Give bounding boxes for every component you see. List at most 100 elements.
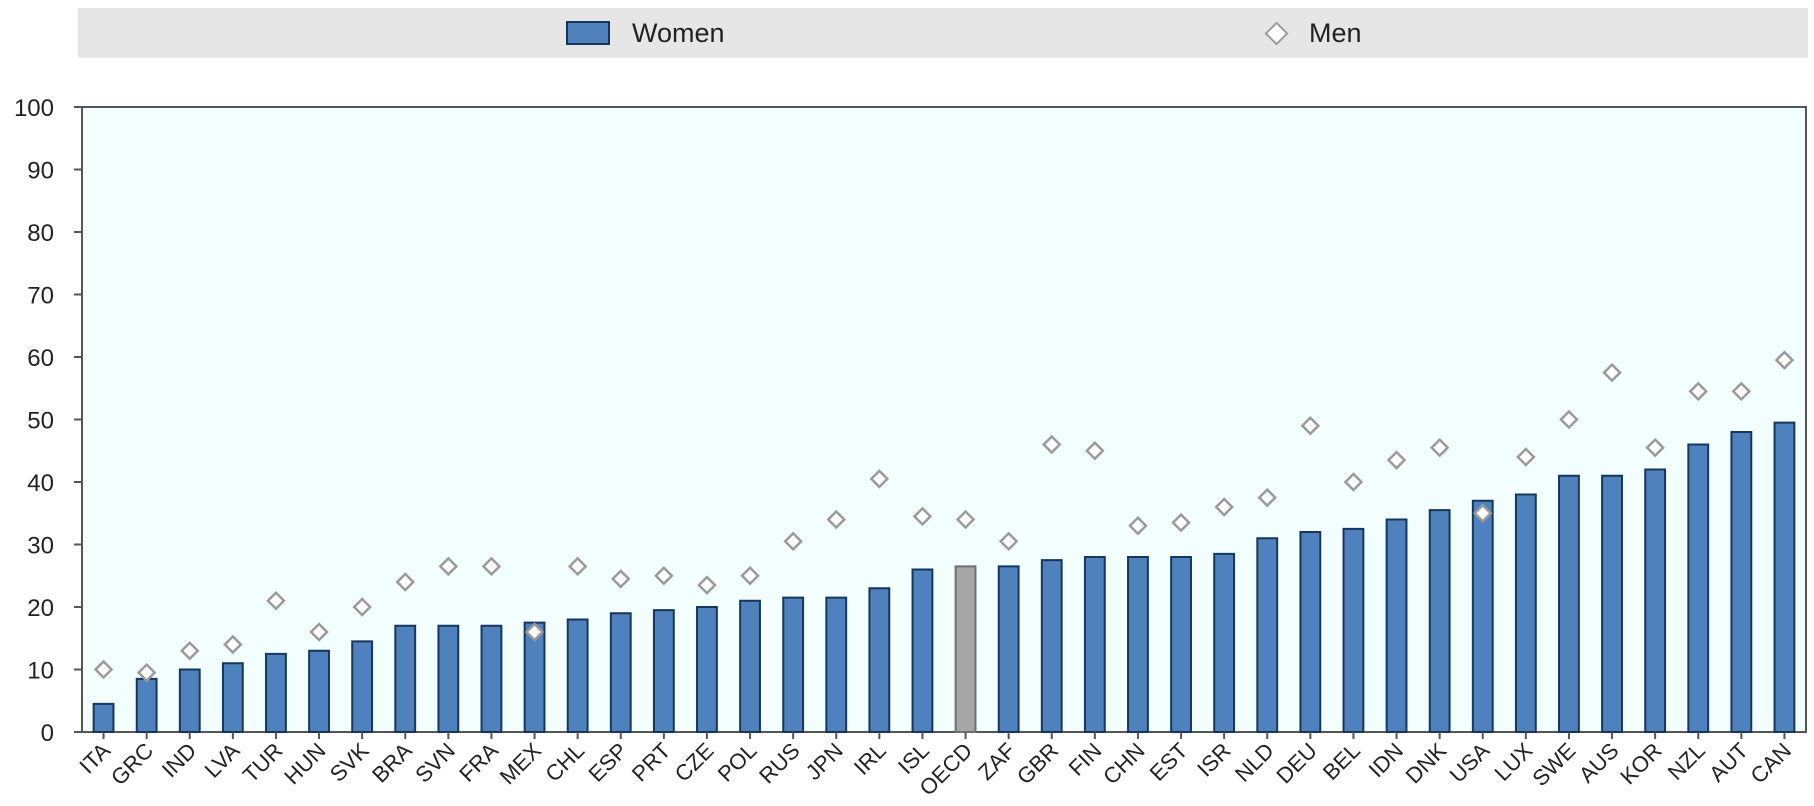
x-tick-label-fra: FRA [454,738,503,787]
marker-men-prt [654,565,674,586]
bar-women-nzl [1687,443,1710,733]
marker-men-ita [93,659,114,680]
x-tick-label-chn: CHN [1098,738,1149,789]
bar-women-aus [1601,474,1623,733]
x-tick-label-usa: USA [1445,738,1495,788]
marker-men-swe [1559,409,1579,430]
x-tick-label-tur: TUR [238,738,288,788]
bar-women-oecd [954,565,977,733]
x-tick-label-can: CAN [1745,738,1796,789]
women-bar-swatch-icon [566,21,610,45]
marker-men-can [1774,350,1795,370]
x-tick-label-idn: IDN [1364,738,1408,782]
bar-women-irl [868,587,891,733]
bar-women-ita [92,702,115,733]
marker-men-grc [136,662,157,683]
bar-women-isl [911,568,934,733]
bar-women-deu [1299,531,1322,733]
bar-women-jpn [825,596,848,733]
marker-men-svn [438,556,459,577]
x-tick-label-gbr: GBR [1012,738,1063,789]
y-tick-label: 30 [27,533,54,560]
marker-men-chn [1128,515,1148,536]
x-tick-label-bra: BRA [367,738,417,788]
bar-women-aut [1730,431,1753,733]
marker-men-jpn [826,509,847,530]
marker-men-lux [1516,447,1536,467]
plot-area [81,106,1807,733]
marker-men-nld [1257,487,1278,508]
marker-men-fin [1085,440,1105,461]
x-tick-label-deu: DEU [1271,738,1322,789]
marker-men-esp [610,569,631,589]
marker-men-isl [912,506,933,527]
x-tick-label-est: EST [1145,738,1193,786]
marker-men-est [1171,512,1191,533]
marker-men-pol [740,565,760,586]
bar-women-cze [696,606,718,733]
bar-women-bra [394,624,417,733]
x-tick-label-aut: AUT [1704,738,1753,787]
bar-women-zaf [997,565,1020,733]
marker-men-usa [1472,503,1493,524]
y-tick-label: 40 [27,470,54,497]
bar-women-fin [1083,556,1106,733]
x-tick-label-swe: SWE [1527,738,1580,791]
x-tick-label-cze: CZE [670,738,719,787]
bar-women-gbr [1040,559,1063,733]
bar-women-can [1773,421,1796,733]
y-tick-label: 20 [27,595,54,622]
x-tick-label-nzl: NZL [1663,738,1710,785]
bar-women-dnk [1428,509,1451,733]
legend-item-women: Women [566,8,725,58]
bar-women-svn [437,624,460,733]
bar-women-est [1170,556,1192,733]
marker-men-zaf [998,531,1019,552]
x-tick-label-zaf: ZAF [973,738,1020,785]
marker-men-idn [1386,450,1407,470]
marker-men-isr [1214,497,1234,517]
bar-women-chn [1127,556,1149,733]
x-tick-label-pol: POL [713,738,762,787]
x-tick-label-bel: BEL [1318,738,1365,785]
marker-men-deu [1300,415,1321,436]
x-tick-label-prt: PRT [627,738,676,787]
bar-women-tur [265,652,287,733]
y-tick-label: 80 [27,220,54,247]
bar-women-ind [178,668,201,733]
bar-women-rus [782,596,805,733]
marker-men-aut [1731,381,1752,402]
bar-women-nld [1256,537,1279,733]
bar-women-swe [1558,474,1580,733]
bar-women-isr [1213,552,1236,733]
bar-women-lux [1514,493,1537,733]
x-tick-label-chl: CHL [540,738,589,787]
x-tick-label-lux: LUX [1489,738,1537,786]
bar-women-kor [1644,468,1667,733]
marker-men-oecd [955,509,976,530]
marker-men-mex [524,622,545,642]
marker-men-aus [1602,362,1622,383]
x-tick-label-esp: ESP [583,738,632,787]
y-tick-label: 50 [27,408,54,435]
bar-women-idn [1385,518,1408,733]
bar-women-chl [566,618,589,733]
x-tick-label-dnk: DNK [1401,738,1452,789]
legend-label-men: Men [1309,17,1362,48]
y-tick-label: 0 [41,720,54,747]
legend-item-men: Men [1264,8,1362,58]
bar-women-bel [1342,527,1365,733]
x-tick-label-grc: GRC [106,738,158,790]
marker-men-nzl [1688,381,1709,402]
x-tick-label-kor: KOR [1615,738,1666,789]
marker-men-tur [266,590,286,611]
y-tick-label: 60 [27,345,54,372]
bar-women-pol [739,599,761,733]
bar-women-hun [308,649,330,733]
bar-women-grc [135,677,158,733]
marker-men-chl [567,556,588,577]
marker-men-cze [697,575,717,595]
marker-men-bra [395,572,416,592]
y-tick-label: 10 [27,658,54,685]
